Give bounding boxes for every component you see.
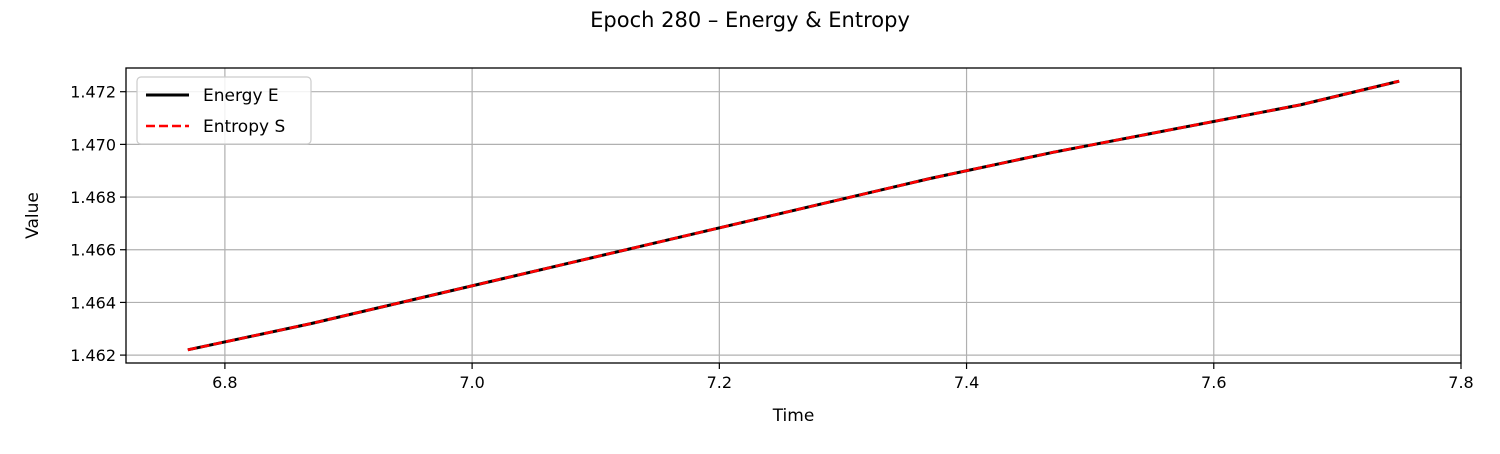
- x-tick-label: 7.2: [707, 373, 732, 392]
- y-tick-label: 1.464: [70, 293, 116, 312]
- y-tick-label: 1.472: [70, 83, 116, 102]
- x-tick-label: 7.8: [1448, 373, 1473, 392]
- x-tick-label: 7.4: [954, 373, 979, 392]
- ticks: 6.8 7.0 7.2 7.4 7.6 7.8 1.462 1.464 1.466 1.468 1.…: [70, 83, 1474, 392]
- y-tick-label: 1.468: [70, 188, 116, 207]
- x-tick-label: 7.0: [459, 373, 484, 392]
- series-layer: [187, 79, 1400, 352]
- plot-frame: [125, 67, 1462, 364]
- legend-label: Entropy S: [203, 117, 285, 137]
- x-axis-label: Time: [772, 406, 815, 426]
- y-tick-label: 1.466: [70, 241, 116, 260]
- chart-title: Epoch 280 – Energy & Entropy: [590, 8, 910, 32]
- legend-label: Energy E: [203, 86, 279, 106]
- x-tick-label: 7.6: [1201, 373, 1226, 392]
- legend: Energy E Entropy S: [136, 76, 312, 145]
- y-tick-label: 1.470: [70, 135, 116, 154]
- y-axis-label: Value: [23, 192, 43, 239]
- y-tick-label: 1.462: [70, 346, 116, 365]
- series-line-entropy: [187, 79, 1400, 352]
- x-tick-label: 6.8: [212, 373, 237, 392]
